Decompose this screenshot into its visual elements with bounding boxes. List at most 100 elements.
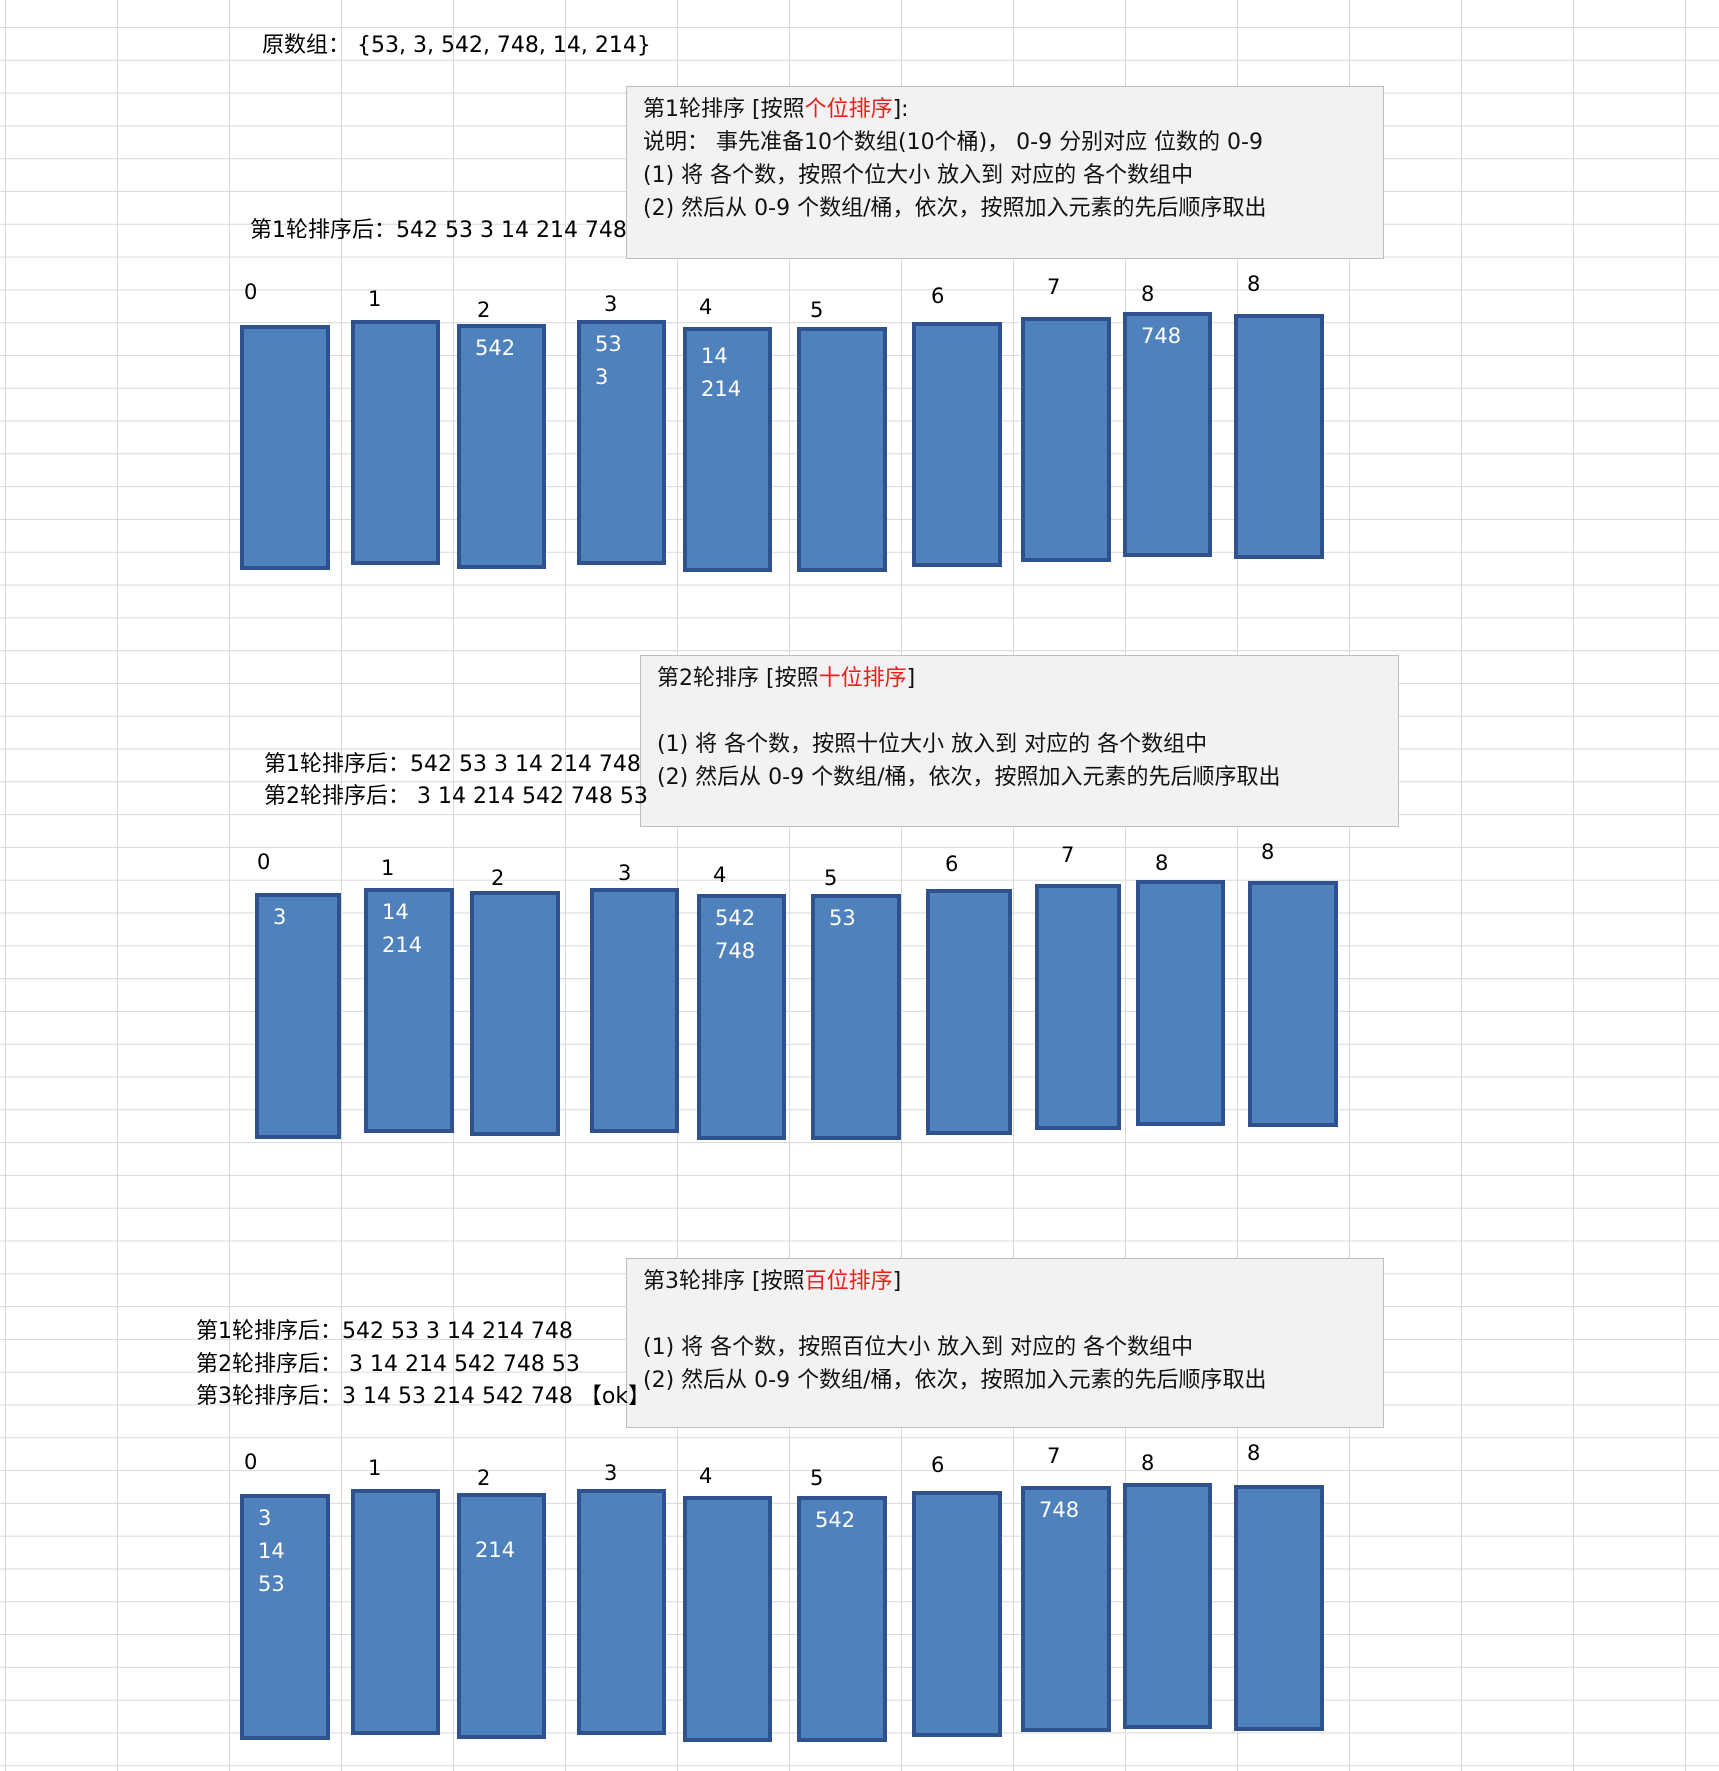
bucket-item: 214 xyxy=(382,933,423,957)
round-3-note-line xyxy=(643,1298,1367,1331)
bucket-label: 7 xyxy=(1047,1444,1061,1468)
bucket-label: 2 xyxy=(477,298,491,322)
round-3-note: 第3轮排序 [按照百位排序] (1) 将 各个数，按照百位大小 放入到 对应的 … xyxy=(626,1258,1384,1428)
bucket-label: 0 xyxy=(257,850,271,874)
bucket xyxy=(683,1496,772,1742)
bucket xyxy=(1136,880,1225,1126)
bucket-item: 53 xyxy=(258,1572,285,1596)
round-1-note-line: (2) 然后从 0-9 个数组/桶，依次，按照加入元素的先后顺序取出 xyxy=(643,196,1267,221)
bucket: 14 214 xyxy=(683,327,772,572)
bucket-item: 542 xyxy=(715,906,756,930)
bucket-label: 5 xyxy=(810,1466,824,1490)
bucket xyxy=(1248,881,1338,1127)
bucket: 3 14 53 xyxy=(240,1494,330,1740)
bucket xyxy=(1234,314,1324,559)
bucket-item: 14 xyxy=(382,900,409,924)
round-2-note-line xyxy=(657,695,1382,728)
bucket-label: 4 xyxy=(699,295,713,319)
bucket: 53 xyxy=(811,894,901,1140)
round-1-highlight: 个位排序 xyxy=(804,97,893,122)
bucket-label: 4 xyxy=(713,863,727,887)
bucket xyxy=(912,1491,1002,1737)
bucket-label: 1 xyxy=(368,287,382,311)
round-1-note-line: 说明： 事先准备10个数组(10个桶)， 0-9 分别对应 位数的 0-9 xyxy=(643,130,1263,155)
round-3-highlight: 百位排序 xyxy=(804,1269,893,1294)
bucket-label: 3 xyxy=(618,861,632,885)
bucket: 542 748 xyxy=(697,894,786,1140)
round-2-note-line: (2) 然后从 0-9 个数组/桶，依次，按照加入元素的先后顺序取出 xyxy=(657,765,1281,790)
bucket-label: 5 xyxy=(810,298,824,322)
bucket: 3 xyxy=(255,893,341,1139)
bucket: 214 xyxy=(457,1493,546,1739)
bucket xyxy=(1123,1483,1212,1729)
round-3-note-line: (1) 将 各个数，按照百位大小 放入到 对应的 各个数组中 xyxy=(643,1335,1194,1360)
bucket-label: 8 xyxy=(1247,272,1261,296)
bucket-label: 6 xyxy=(931,284,945,308)
round-2-result-2: 第2轮排序后： 3 14 214 542 748 53 xyxy=(264,784,648,809)
round-2-note-line: (1) 将 各个数，按照十位大小 放入到 对应的 各个数组中 xyxy=(657,732,1208,757)
bucket-label: 5 xyxy=(824,866,838,890)
bucket-item: 748 xyxy=(1141,324,1182,348)
bucket-label: 1 xyxy=(381,856,395,880)
round-3-result-1: 第1轮排序后：542 53 3 14 214 748 xyxy=(196,1319,573,1344)
bucket-item: 14 xyxy=(701,344,728,368)
bucket-item: 53 xyxy=(829,906,856,930)
original-array: 原数组： {53, 3, 542, 748, 14, 214} xyxy=(262,33,651,58)
bucket-label: 8 xyxy=(1261,840,1275,864)
bucket-item: 214 xyxy=(475,1538,516,1562)
bucket-label: 8 xyxy=(1141,282,1155,306)
bucket-item: 14 xyxy=(258,1539,285,1563)
bucket xyxy=(590,888,679,1133)
bucket-item: 214 xyxy=(701,377,742,401)
bucket-label: 4 xyxy=(699,1464,713,1488)
bucket xyxy=(912,322,1002,567)
round-3-result-2: 第2轮排序后： 3 14 214 542 748 53 xyxy=(196,1352,580,1377)
bucket-label: 0 xyxy=(244,1450,258,1474)
bucket xyxy=(1021,317,1111,562)
bucket-item: 748 xyxy=(715,939,756,963)
round-2-note-title: 第2轮排序 [按照十位排序] xyxy=(657,666,916,691)
bucket xyxy=(470,891,560,1136)
bucket xyxy=(240,325,330,570)
bucket-label: 7 xyxy=(1047,275,1061,299)
bucket-item: 748 xyxy=(1039,1498,1080,1522)
bucket-label: 3 xyxy=(604,292,618,316)
bucket: 14 214 xyxy=(364,888,454,1133)
bucket xyxy=(351,320,440,565)
bucket-item: 3 xyxy=(595,365,609,389)
bucket-item: 542 xyxy=(475,336,516,360)
bucket-label: 1 xyxy=(368,1456,382,1480)
bucket-item: 3 xyxy=(258,1506,272,1530)
bucket: 53 3 xyxy=(577,320,666,565)
bucket: 542 xyxy=(457,324,546,569)
round-1-result-1: 第1轮排序后：542 53 3 14 214 748 xyxy=(250,218,627,243)
round-1-note-line: (1) 将 各个数，按照个位大小 放入到 对应的 各个数组中 xyxy=(643,163,1194,188)
bucket xyxy=(797,327,887,572)
bucket xyxy=(1234,1485,1324,1731)
bucket: 748 xyxy=(1021,1486,1111,1732)
bucket-label: 6 xyxy=(931,1453,945,1477)
round-2-note: 第2轮排序 [按照十位排序] (1) 将 各个数，按照十位大小 放入到 对应的 … xyxy=(640,655,1399,827)
bucket-label: 7 xyxy=(1061,843,1075,867)
round-1-note-title: 第1轮排序 [按照个位排序]: xyxy=(643,97,909,122)
round-3-note-line: (2) 然后从 0-9 个数组/桶，依次，按照加入元素的先后顺序取出 xyxy=(643,1368,1267,1393)
bucket xyxy=(577,1489,666,1735)
bucket-label: 3 xyxy=(604,1461,618,1485)
round-1-note: 第1轮排序 [按照个位排序]: 说明： 事先准备10个数组(10个桶)， 0-9… xyxy=(626,86,1384,259)
round-2-result-1: 第1轮排序后：542 53 3 14 214 748 xyxy=(264,752,641,777)
bucket-label: 8 xyxy=(1141,1451,1155,1475)
bucket xyxy=(351,1489,440,1735)
bucket-item: 3 xyxy=(273,905,287,929)
round-3-result-3: 第3轮排序后：3 14 53 214 542 748 【ok】 xyxy=(196,1384,651,1409)
bucket-label: 2 xyxy=(491,866,505,890)
bucket: 542 xyxy=(797,1496,887,1742)
bucket-label: 2 xyxy=(477,1466,491,1490)
bucket-item: 542 xyxy=(815,1508,856,1532)
bucket-label: 8 xyxy=(1155,851,1169,875)
bucket-label: 8 xyxy=(1247,1441,1261,1465)
round-3-note-title: 第3轮排序 [按照百位排序] xyxy=(643,1269,902,1294)
round-2-highlight: 十位排序 xyxy=(818,666,907,691)
bucket xyxy=(1035,884,1121,1130)
bucket: 748 xyxy=(1123,312,1212,557)
bucket-label: 6 xyxy=(945,852,959,876)
